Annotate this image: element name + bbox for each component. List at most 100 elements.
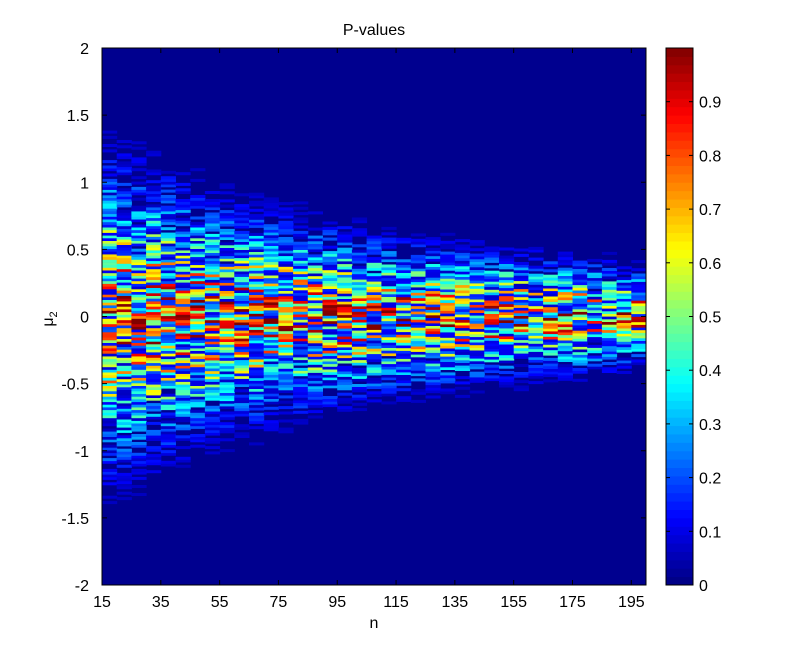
heatmap-cell [396,237,412,241]
heatmap-cell [102,417,118,421]
heatmap-cell [425,315,441,318]
heatmap-cell [587,312,603,316]
heatmap-cell [175,424,191,428]
heatmap-cell [131,377,147,381]
heatmap-cell [366,324,382,328]
heatmap-cell [425,282,441,286]
heatmap-cell [116,435,132,439]
heatmap-cell [190,235,206,239]
heatmap-cell [116,311,132,315]
heatmap-cell [366,394,382,397]
heatmap-cell [543,341,559,345]
heatmap-cell [293,265,309,269]
heatmap-cell [499,317,515,321]
heatmap-cell [631,324,646,328]
heatmap-cell [499,344,515,348]
heatmap-cell [249,377,265,381]
heatmap-cell [249,348,265,352]
heatmap-cell [263,240,279,244]
heatmap-cell [175,459,191,463]
heatmap-cell [263,401,279,405]
heatmap-cell [175,330,191,334]
heatmap-cell [102,272,118,276]
heatmap-cell [307,367,323,371]
heatmap-cell [219,314,235,318]
heatmap-cell [160,205,176,209]
heatmap-cell [263,291,279,295]
heatmap-cell [587,283,603,287]
heatmap-cell [204,217,221,221]
heatmap-cell [366,292,382,295]
heatmap-cell [469,358,485,362]
colorbar-bands [666,48,693,586]
heatmap-cell [337,266,353,270]
heatmap-cell [102,232,118,236]
heatmap-cell [175,325,191,329]
heatmap-cell [116,451,132,455]
heatmap-cell [219,288,235,291]
heatmap-cell [425,309,441,313]
heatmap-cell [322,267,338,271]
heatmap-cell [587,331,603,335]
heatmap-cell [263,398,279,402]
heatmap-cell [278,411,294,415]
heatmap-cell [601,340,618,344]
heatmap-cell [263,267,279,271]
heatmap-cell [322,253,338,257]
heatmap-cell [572,322,588,326]
heatmap-cell [557,313,573,317]
heatmap-cell [381,337,397,340]
heatmap-cell [131,197,147,201]
heatmap-cell [263,385,279,389]
heatmap-cell [263,323,279,327]
heatmap-cell [601,259,618,263]
heatmap-cell [102,227,118,231]
colorbar-band [666,89,693,99]
heatmap-cell [263,275,279,279]
heatmap-cell [234,308,250,312]
heatmap-cell [131,417,147,421]
heatmap-cell [131,227,147,231]
y-tick-label: -0.5 [61,377,89,394]
heatmap-cell [381,353,397,357]
heatmap-cell [513,321,529,324]
heatmap-cell [204,438,221,441]
colorbar-band [666,568,693,578]
heatmap-cell [146,212,162,216]
heatmap-cell [190,396,206,400]
heatmap-cell [351,314,368,318]
heatmap-cell [146,373,162,377]
heatmap-cell [293,306,309,310]
heatmap-cell [351,298,368,301]
heatmap-cell [425,395,441,399]
heatmap-cell [366,318,382,322]
heatmap-cell [351,303,368,307]
heatmap-cell [263,245,279,249]
heatmap-cell [469,285,485,289]
heatmap-cell [337,349,353,353]
heatmap-cell [587,285,603,289]
heatmap-cell [454,274,471,277]
heatmap-cell [631,319,646,323]
heatmap-cell [219,398,235,402]
heatmap-cell [410,359,426,363]
heatmap-cell [278,202,294,206]
heatmap-cell [263,256,279,260]
heatmap-cell [528,354,544,358]
heatmap-cell [131,476,147,480]
heatmap-cell [131,358,147,362]
heatmap-cell [454,346,471,350]
heatmap-cell [204,357,221,361]
heatmap-cell [322,269,338,273]
heatmap-cell [146,287,162,291]
heatmap-cell [528,314,544,317]
heatmap-cell [102,181,118,185]
heatmap-cell [293,335,309,339]
heatmap-cell [528,381,544,385]
heatmap-cell [116,215,132,219]
heatmap-cell [219,360,235,364]
heatmap-cell [190,436,206,440]
heatmap-cell [410,257,426,261]
heatmap-cell [102,259,118,263]
heatmap-cell [102,407,118,411]
